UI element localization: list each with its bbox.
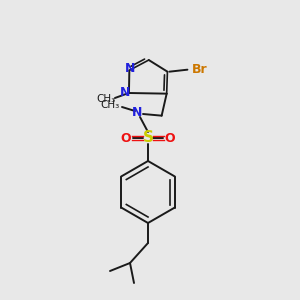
Text: CH₃: CH₃ (96, 94, 116, 104)
Text: N: N (120, 85, 130, 98)
Text: N: N (132, 106, 142, 119)
Text: S: S (142, 130, 154, 146)
Text: CH₃: CH₃ (100, 100, 120, 110)
Text: O: O (165, 131, 175, 145)
Text: O: O (121, 131, 131, 145)
Text: N: N (125, 62, 136, 75)
Text: Br: Br (192, 63, 207, 76)
